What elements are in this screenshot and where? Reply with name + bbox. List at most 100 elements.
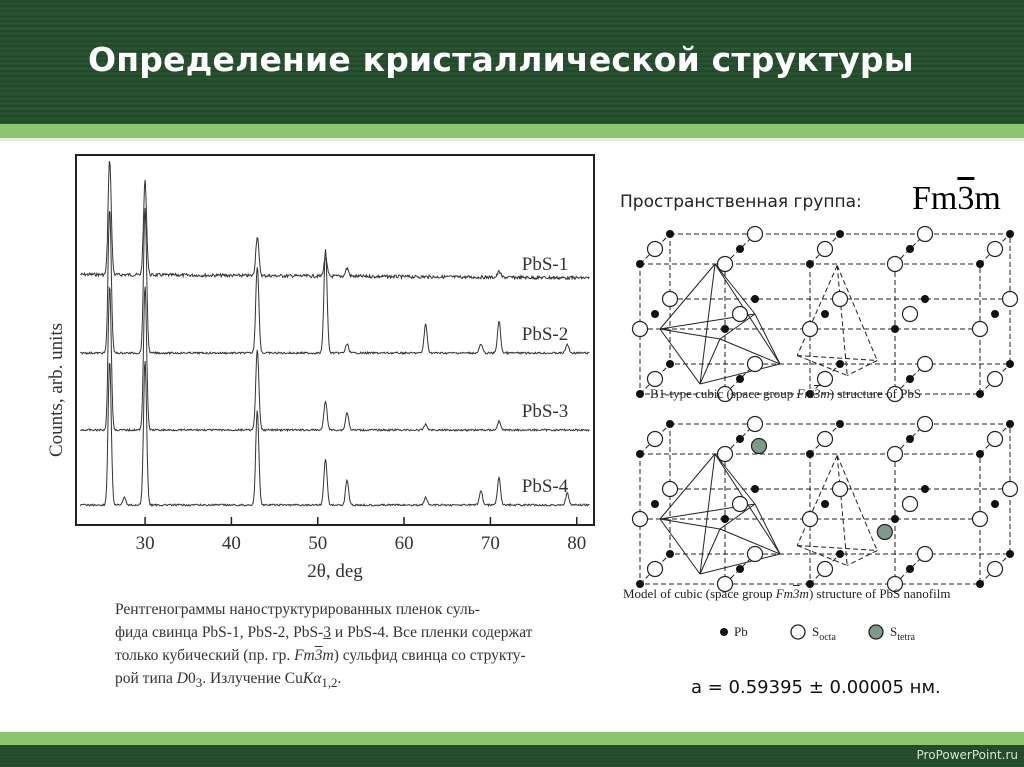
xrd-traces <box>79 160 590 508</box>
x-tick-label: 40 <box>222 533 241 554</box>
octahedron-edge <box>754 503 781 555</box>
pb-atom <box>836 550 844 558</box>
pb-atom <box>636 450 644 458</box>
lattice-caption-top-m: m <box>820 386 830 401</box>
pb-atom <box>751 485 759 493</box>
octahedron-edge <box>719 528 781 555</box>
s-octa-atom <box>746 225 764 243</box>
s-octa-atom <box>831 480 849 498</box>
legend-markers: Pb Socta Stetra <box>720 624 916 643</box>
s-octa-atom <box>661 290 679 308</box>
pb-atom <box>736 435 744 443</box>
octahedron-edge <box>659 518 721 530</box>
pb-atom <box>651 500 659 508</box>
xrd-trace-3 <box>80 286 590 433</box>
caption-text-2c: и PbS-4. Все пленки содержат <box>331 624 533 641</box>
legend-s-tetra-label: Stetra <box>890 624 916 642</box>
s-octa-atom <box>916 545 934 563</box>
lattice-caption-top-b: ) structure of PbS <box>829 386 922 401</box>
s-octa-atom <box>916 415 934 433</box>
pb-atom <box>836 230 844 238</box>
pb-atom <box>976 260 984 268</box>
x-tick-label: 80 <box>567 533 586 554</box>
legend-s-tetra-s: S <box>890 624 897 639</box>
space-group-m: m <box>974 180 1001 217</box>
s-octa-atom <box>886 575 904 593</box>
s-octa-atom <box>831 290 849 308</box>
octahedron-edge <box>714 453 756 505</box>
lattice-caption-top-a: B1-type cubic (space group <box>650 386 797 401</box>
cube-edge <box>639 553 671 585</box>
lattice-caption-top-fm: Fm <box>796 386 814 401</box>
pb-atom <box>1006 550 1014 558</box>
pb-atom <box>991 310 999 318</box>
octahedron-edge <box>719 313 756 340</box>
caption-alpha: α <box>313 670 322 687</box>
s-octa-atom <box>631 510 649 528</box>
grid-line <box>809 553 841 585</box>
s-tetra-atom <box>876 523 893 541</box>
atom-legend: Pb Socta Stetra <box>718 622 978 643</box>
octahedron-edge <box>719 503 756 530</box>
s-octa-atom <box>901 495 919 513</box>
pb-atom <box>736 245 744 253</box>
octahedron-edge <box>659 453 716 520</box>
s-octa-atom <box>971 510 989 528</box>
octahedron-edge <box>699 453 716 575</box>
s-octa-atom <box>716 575 734 593</box>
s-octa-atom <box>1001 480 1018 498</box>
caption-alpha-sub: 1,2 <box>321 675 338 691</box>
pb-atom <box>806 450 814 458</box>
pb-atom <box>651 310 659 318</box>
caption-space-group-fm: Fm <box>294 647 315 664</box>
s-octa-atom <box>986 430 1004 448</box>
caption-text-3b: ) сульфид свинца со структу- <box>333 647 526 664</box>
lattice-caption-top: B1-type cubic (space group Fm3m) structu… <box>650 386 921 402</box>
pb-atom <box>906 245 914 253</box>
tetrahedron-edge <box>797 545 878 551</box>
grid-line <box>809 423 841 455</box>
grid-line <box>809 233 841 265</box>
pb-atom <box>806 260 814 268</box>
pb-atom <box>636 390 644 398</box>
slide-title: Определение кристаллической структуры <box>88 40 914 79</box>
pb-atom <box>736 375 744 383</box>
legend-s-tetra-sub: tetra <box>897 632 915 642</box>
s-octa-atom <box>746 545 764 563</box>
pb-atom <box>666 550 674 558</box>
caption-line-3: только кубический (пр. гр. Fm3m) сульфид… <box>115 644 625 667</box>
lattice-caption-bottom-m: m <box>799 586 809 601</box>
s-octa-atom <box>886 445 904 463</box>
caption-type-0: 0 <box>188 670 196 687</box>
legend-pb-dot <box>720 628 728 636</box>
tetrahedron-edge <box>836 265 878 361</box>
space-group-fm: Fm <box>912 180 958 217</box>
lattice-caption-bottom-bar3: 3 <box>793 586 800 601</box>
octahedron-edge <box>754 313 781 365</box>
s-octa-atom <box>916 355 934 373</box>
pb-atom <box>891 515 899 523</box>
s-octa-atom <box>631 320 649 338</box>
xrd-chart: 30 40 50 60 70 80 PbS-1 PbS-2 PbS-3 PbS-4 Counts… <box>46 154 595 582</box>
s-octa-atom <box>646 240 664 258</box>
caption-text-3a: только кубический (пр. гр. <box>115 647 295 664</box>
pb-atom <box>921 485 929 493</box>
title-underline-band <box>0 124 1024 138</box>
caption-text-4c: . <box>337 670 342 687</box>
octahedron-edge <box>659 328 701 385</box>
s-octa-atom <box>971 320 989 338</box>
pb-atom <box>921 295 929 303</box>
cube-edge <box>979 233 1011 265</box>
pb-atom <box>721 515 729 523</box>
pb-atom <box>721 325 729 333</box>
octahedron-edge <box>699 528 721 575</box>
x-tick-label: 50 <box>308 533 327 554</box>
lattice-parameter: a = 0.59395 ± 0.00005 нм. <box>691 677 941 698</box>
nanofilm-lattice-diagram <box>631 415 1018 593</box>
pb-atom <box>636 260 644 268</box>
s-octa-atom <box>886 385 904 403</box>
lattice-caption-bottom-fm: Fm <box>775 586 794 601</box>
caption-k: K <box>302 670 314 687</box>
space-group-label: Пространственная группа: <box>620 192 862 212</box>
y-axis-label: Counts, arb. units <box>46 323 67 457</box>
